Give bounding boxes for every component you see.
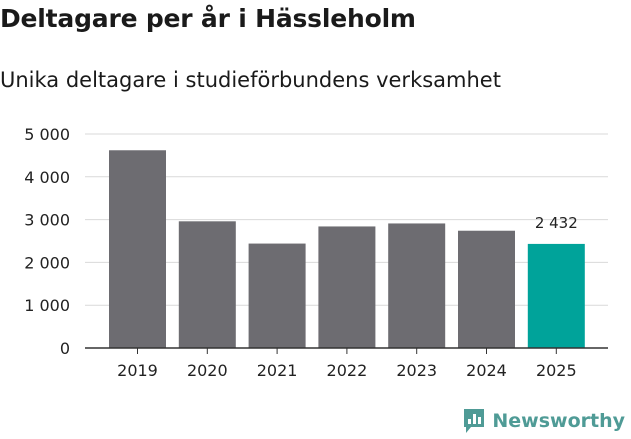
x-tick-label-2021: 2021 (257, 361, 298, 380)
bar-2024 (458, 230, 515, 348)
x-tick-label-2023: 2023 (396, 361, 437, 380)
y-axis-ticks: 0 1 000 2 000 3 000 4 000 5 000 (24, 125, 70, 358)
bar-2020 (178, 221, 236, 348)
bar-2025 (527, 243, 585, 348)
chart-subtitle: Unika deltagare i studieförbundens verks… (0, 68, 501, 92)
y-tick-label: 3 000 (24, 211, 70, 230)
brand-name: Newsworthy (492, 410, 625, 432)
bar-2023 (388, 223, 446, 348)
y-tick-label: 1 000 (24, 296, 70, 315)
x-tick-label-2022: 2022 (327, 361, 368, 380)
bar-2022 (318, 226, 376, 348)
chart-title: Deltagare per år i Hässleholm (0, 4, 416, 33)
y-tick-label: 0 (60, 339, 70, 358)
x-tick-label-2024: 2024 (466, 361, 507, 380)
data-label-2025: 2 432 (535, 214, 578, 232)
newsworthy-logo-icon (464, 409, 485, 433)
bars (109, 150, 585, 348)
x-tick-label-2025: 2025 (536, 361, 577, 380)
bar-2021 (248, 243, 306, 348)
y-tick-label: 2 000 (24, 253, 70, 272)
bar-2019 (109, 150, 166, 348)
brand-logo: Newsworthy (462, 408, 625, 434)
y-tick-label: 5 000 (24, 125, 70, 144)
data-labels: 2 432 (535, 214, 578, 232)
x-tick-label-2020: 2020 (187, 361, 228, 380)
x-tick-label-2019: 2019 (117, 361, 158, 380)
x-axis-ticks: 2019 2020 2021 2022 2023 2024 2025 (117, 348, 577, 380)
y-tick-label: 4 000 (24, 168, 70, 187)
